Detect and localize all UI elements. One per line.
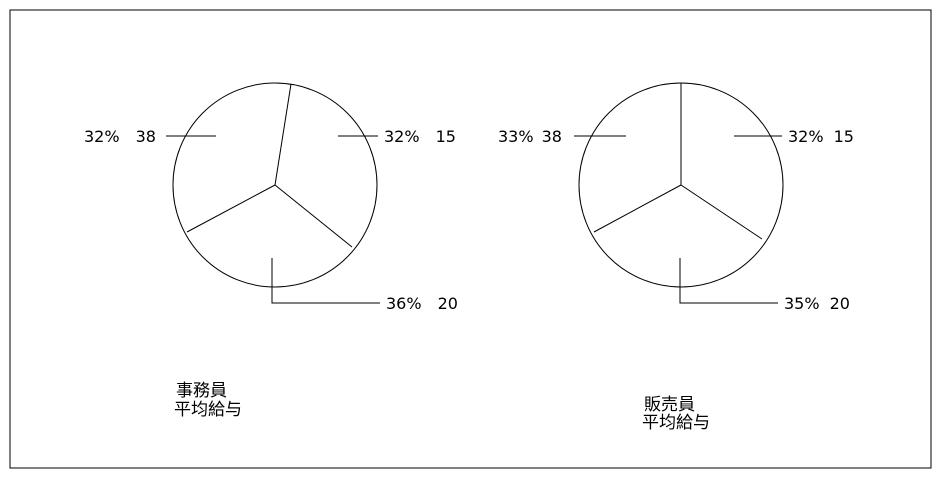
slice-code: 20 [830, 294, 850, 313]
slice-label: 33% 38 [498, 127, 562, 146]
slice-percent: 36% [386, 294, 422, 313]
pie-divider [186, 184, 276, 233]
chart-caption: 平均給与 [174, 400, 242, 420]
slice-label: 32% 15 [384, 127, 456, 146]
leader-line [271, 258, 380, 304]
pie-chart-2: 32% 15 35% 20 33% 38 販売員 平均給与 [498, 82, 854, 433]
slice-code: 15 [436, 127, 456, 146]
chart-caption: 平均給与 [642, 413, 710, 433]
caption-line-2: 平均給与 [642, 413, 710, 433]
leader-line [679, 258, 778, 304]
caption-line-2: 平均給与 [174, 400, 242, 420]
slice-label: 35% 20 [784, 294, 850, 313]
caption-line-1: 販売員 [644, 395, 695, 415]
slice-label: 32% 15 [788, 127, 854, 146]
slice-percent: 32% [384, 127, 420, 146]
slice-percent: 32% [84, 127, 120, 146]
slice-code: 20 [438, 294, 458, 313]
pie-divider [593, 184, 682, 233]
caption-line-1: 事務員 [176, 381, 227, 401]
slice-code: 15 [834, 127, 854, 146]
pie-divider [680, 184, 763, 240]
slice-label: 32% 38 [84, 127, 156, 146]
slice-code: 38 [136, 127, 156, 146]
pie-chart-1: 32% 15 36% 20 32% 38 事務員 平均給与 [84, 82, 458, 420]
chart-caption: 事務員 [176, 381, 227, 401]
chart-caption: 販売員 [644, 395, 695, 415]
pie-divider [274, 83, 292, 186]
slice-percent: 35% [784, 294, 820, 313]
slice-percent: 33% [498, 127, 534, 146]
slice-code: 38 [542, 127, 562, 146]
pie-divider [274, 184, 353, 248]
slice-percent: 32% [788, 127, 824, 146]
slice-label: 36% 20 [386, 294, 458, 313]
figure-frame [9, 9, 932, 469]
